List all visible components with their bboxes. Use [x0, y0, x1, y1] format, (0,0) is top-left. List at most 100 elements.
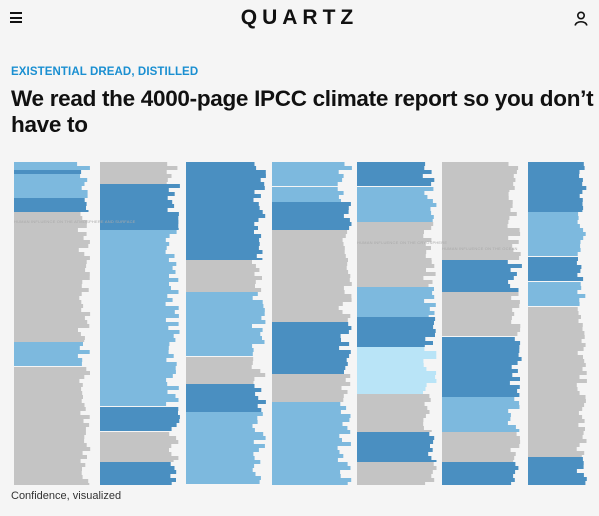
text-strip-64: [14, 415, 90, 419]
text-strip-295: [272, 362, 348, 366]
text-strip-500: [528, 194, 580, 198]
text-strip-200: [186, 304, 264, 308]
text-strip-36: [14, 304, 84, 308]
text-strip-371: [357, 337, 426, 341]
text-strip-51: [14, 362, 82, 366]
text-strip-411: [442, 166, 519, 170]
text-strip-365: [357, 315, 429, 317]
text-strip-517: [528, 261, 577, 265]
text-strip-397: [357, 436, 435, 440]
text-strip-497: [528, 182, 583, 186]
text-strip-101: [100, 234, 170, 238]
text-strip-173: [186, 198, 254, 202]
text-strip-238: [186, 456, 255, 460]
text-strip-451: [442, 324, 521, 328]
text-strip-469: [442, 397, 515, 401]
text-strip-570: [528, 473, 584, 477]
text-strip-30: [14, 280, 83, 284]
text-strip-147: [100, 419, 180, 423]
text-strip-559: [528, 431, 584, 435]
text-strip-70: [14, 439, 85, 443]
text-strip-393: [357, 422, 424, 426]
text-strip-502: [528, 202, 583, 206]
text-strip-441: [442, 284, 511, 288]
text-strip-149: [100, 427, 172, 431]
text-strip-215: [186, 365, 252, 369]
text-strip-152: [100, 440, 179, 444]
text-strip-300: [272, 382, 351, 386]
text-strip-210: [186, 344, 253, 348]
text-strip-257: [272, 210, 349, 214]
text-strip-262: [272, 230, 348, 234]
article-kicker[interactable]: EXISTENTIAL DREAD, DISTILLED: [11, 66, 199, 78]
text-strip-311: [272, 426, 348, 430]
text-strip-182: [186, 234, 262, 238]
text-strip-428: [442, 232, 521, 236]
text-strip-244: [186, 480, 260, 484]
text-strip-389: [357, 406, 428, 410]
user-icon[interactable]: [574, 11, 588, 26]
text-strip-400: [357, 448, 433, 452]
text-strip-281: [272, 306, 339, 310]
text-strip-135: [100, 370, 176, 374]
text-strip-415: [442, 182, 514, 186]
text-strip-356: [357, 280, 433, 284]
text-strip-52: [14, 367, 87, 371]
text-strip-179: [186, 222, 255, 226]
text-strip-131: [100, 354, 174, 358]
text-strip-499: [528, 190, 583, 194]
text-strip-487: [442, 466, 519, 470]
text-strip-359: [357, 291, 433, 295]
text-strip-214: [186, 361, 253, 365]
text-strip-456: [442, 345, 520, 349]
text-strip-5: [14, 182, 85, 186]
text-strip-452: [442, 328, 521, 332]
text-strip-192: [186, 272, 255, 276]
text-strip-243: [186, 476, 261, 480]
text-strip-186: [186, 250, 263, 254]
text-strip-197: [186, 292, 258, 296]
text-strip-86: [100, 178, 168, 182]
text-strip-514: [528, 248, 581, 252]
text-strip-461: [442, 365, 512, 369]
hamburger-menu-icon[interactable]: [10, 12, 22, 23]
text-strip-467: [442, 389, 518, 393]
text-strip-161: [100, 474, 171, 478]
text-strip-145: [100, 411, 178, 415]
text-strip-119: [100, 306, 179, 310]
text-strip-59: [14, 395, 83, 399]
text-strip-63: [14, 411, 81, 415]
text-strip-332: [357, 187, 434, 191]
text-strip-519: [528, 269, 581, 273]
ipcc-confidence-illustration: HUMAN INFLUENCE ON THE ATMOSPHERE AND SU…: [12, 162, 587, 485]
text-strip-552: [528, 403, 585, 407]
text-strip-158: [100, 462, 171, 466]
text-strip-211: [186, 348, 254, 352]
text-strip-99: [100, 228, 179, 230]
text-strip-201: [186, 308, 265, 312]
text-strip-175: [186, 206, 260, 210]
text-strip-503: [528, 206, 584, 210]
site-logo[interactable]: QUARTZ: [240, 6, 359, 29]
text-strip-32: [14, 288, 89, 292]
text-strip-470: [442, 401, 520, 405]
text-strip-285: [272, 322, 349, 326]
text-strip-323: [272, 474, 341, 478]
text-strip-571: [528, 477, 587, 481]
text-strip-377: [357, 359, 424, 363]
text-strip-498: [528, 186, 587, 190]
text-strip-268: [272, 254, 346, 258]
text-strip-434: [442, 256, 520, 260]
text-strip-194: [186, 280, 256, 284]
text-strip-89: [100, 188, 169, 192]
text-strip-240: [186, 464, 255, 468]
text-strip-509: [528, 228, 584, 232]
text-strip-314: [272, 438, 342, 442]
text-strip-481: [442, 444, 520, 448]
text-strip-394: [357, 426, 424, 430]
text-strip-26: [14, 264, 87, 268]
text-strip-168: [186, 178, 261, 182]
text-strip-7: [14, 190, 88, 194]
text-strip-29: [14, 276, 90, 280]
article-headline[interactable]: We read the 4000-page IPCC climate repor…: [11, 86, 594, 137]
